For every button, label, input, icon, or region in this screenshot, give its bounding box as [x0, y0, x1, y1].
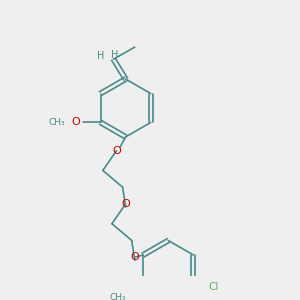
Text: O: O — [121, 199, 130, 209]
Text: H: H — [111, 50, 119, 60]
Text: CH₃: CH₃ — [110, 293, 127, 300]
Text: O: O — [72, 118, 81, 128]
Text: O: O — [130, 252, 139, 262]
Text: O: O — [112, 146, 121, 156]
Text: CH₃: CH₃ — [48, 118, 65, 127]
Text: H: H — [97, 51, 104, 61]
Text: Cl: Cl — [208, 282, 218, 292]
